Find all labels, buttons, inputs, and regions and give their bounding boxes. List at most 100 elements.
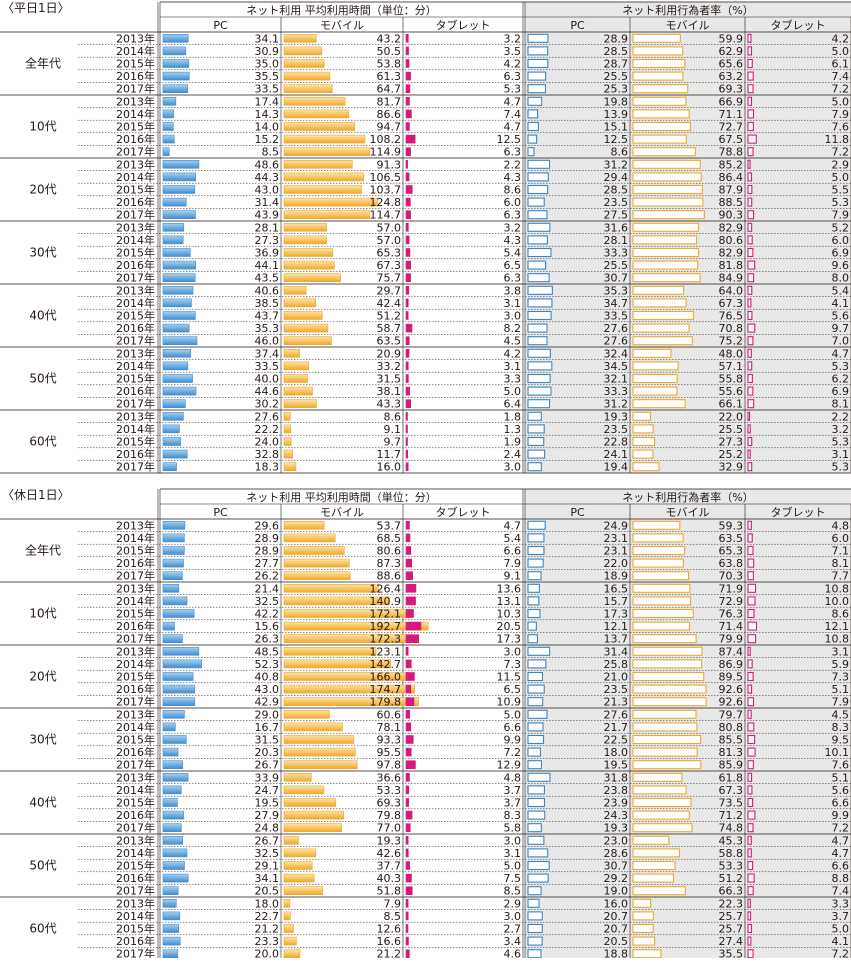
group-label: 30代 xyxy=(29,246,56,260)
year-label: 2013年 xyxy=(116,409,155,423)
value-label-tablet-time: 3.1 xyxy=(504,360,522,373)
value-label-pc-rate: 29.2 xyxy=(604,872,629,885)
year-label: 2015年 xyxy=(116,733,155,747)
bar-pc-rate xyxy=(527,399,551,409)
value-label-pc-time: 42.9 xyxy=(255,696,280,709)
value-label-pc-time: 29.6 xyxy=(255,519,280,532)
value-label-mobile-time: 91.3 xyxy=(377,158,402,171)
value-label-mobile-rate: 63.5 xyxy=(719,532,744,545)
bar-pc-time xyxy=(162,772,189,782)
bar-pc-rate xyxy=(527,184,549,195)
bar-tablet-time xyxy=(405,546,412,555)
bar-pc-rate xyxy=(527,583,540,593)
year-label: 2014年 xyxy=(116,846,155,860)
value-label-tablet-time: 3.4 xyxy=(504,935,522,948)
bar-mobile-time xyxy=(283,424,292,434)
bar-tablet-rate xyxy=(747,285,753,295)
bar-pc-time xyxy=(162,185,196,194)
value-label-mobile-time: 43.3 xyxy=(377,398,402,411)
value-label-pc-time: 33.5 xyxy=(255,83,280,96)
bar-pc-rate xyxy=(527,520,546,530)
bar-tablet-rate xyxy=(747,462,753,472)
bar-pc-rate xyxy=(527,697,544,707)
bar-pc-rate xyxy=(527,936,543,946)
bar-pc-rate xyxy=(527,436,545,447)
value-label-tablet-time: 6.3 xyxy=(504,70,522,83)
bar-mobile-time xyxy=(283,160,353,169)
year-label: 2014年 xyxy=(116,783,155,797)
bar-mobile-time xyxy=(283,571,351,581)
bar-pc-time xyxy=(162,861,185,870)
bar-pc-rate xyxy=(527,684,545,694)
year-label: 2014年 xyxy=(116,170,155,184)
bar-pc-time xyxy=(162,659,202,669)
bar-pc-time xyxy=(162,684,196,694)
bar-mobile-time xyxy=(283,810,344,820)
value-label-pc-rate: 35.3 xyxy=(604,284,629,297)
bar-pc-rate xyxy=(527,785,545,795)
bar-tablet-rate xyxy=(747,134,757,144)
bar-tablet-time xyxy=(405,936,409,946)
bar-tablet-rate xyxy=(747,348,752,358)
bar-mobile-rate xyxy=(632,197,704,207)
bar-pc-time xyxy=(162,374,193,383)
value-label-tablet-time: 13.6 xyxy=(497,582,522,595)
bar-mobile-rate xyxy=(632,210,705,220)
bar-tablet-rate xyxy=(747,936,752,946)
bar-tablet-time xyxy=(405,449,409,459)
bar-pc-time xyxy=(162,298,192,308)
value-label-tablet-time: 11.5 xyxy=(497,671,522,684)
value-label-tablet-time: 3.7 xyxy=(504,784,522,797)
bar-mobile-time xyxy=(283,722,343,732)
bar-mobile-time xyxy=(283,873,315,883)
bar-pc-rate xyxy=(527,659,547,669)
value-label-pc-rate: 21.7 xyxy=(604,721,629,734)
value-label-tablet-time: 3.1 xyxy=(504,297,522,310)
bar-mobile-time xyxy=(283,386,313,396)
value-label-tablet-rate: 6.9 xyxy=(832,247,850,260)
bar-mobile-rate xyxy=(632,411,651,421)
bar-pc-rate xyxy=(527,709,548,719)
value-label-pc-rate: 28.7 xyxy=(604,58,629,71)
bar-pc-rate xyxy=(527,348,551,358)
bar-mobile-time xyxy=(283,462,297,472)
value-label-mobile-time: 142.7 xyxy=(370,658,402,671)
bar-pc-rate xyxy=(527,134,538,144)
value-label-tablet-time: 6.6 xyxy=(504,721,522,734)
value-label-pc-rate: 34.5 xyxy=(604,360,629,373)
value-label-mobile-time: 174.7 xyxy=(370,683,402,696)
value-label-tablet-rate: 7.1 xyxy=(832,545,850,558)
bar-pc-rate xyxy=(527,260,547,270)
value-label-tablet-rate: 5.0 xyxy=(832,171,850,184)
value-label-pc-time: 42.2 xyxy=(255,608,280,621)
bar-tablet-time xyxy=(405,785,410,795)
bar-mobile-rate xyxy=(632,583,691,593)
bar-mobile-rate xyxy=(632,96,687,106)
year-label: 2017年 xyxy=(116,208,155,222)
value-label-mobile-time: 64.7 xyxy=(377,83,402,96)
value-label-pc-rate: 30.7 xyxy=(604,860,629,873)
bar-tablet-rate xyxy=(747,873,755,883)
year-label: 2017年 xyxy=(116,569,155,583)
value-label-mobile-rate: 27.3 xyxy=(719,436,744,449)
value-label-pc-rate: 22.0 xyxy=(604,557,629,570)
value-label-tablet-rate: 6.6 xyxy=(832,860,850,873)
value-label-tablet-rate: 7.3 xyxy=(832,671,850,684)
value-label-tablet-rate: 5.6 xyxy=(832,310,850,323)
bar-tablet-time xyxy=(405,71,411,81)
value-label-pc-time: 23.3 xyxy=(255,935,280,948)
value-label-mobile-rate: 72.7 xyxy=(719,121,744,134)
bar-tablet-time xyxy=(405,311,409,320)
value-label-mobile-time: 57.0 xyxy=(377,234,402,247)
value-label-tablet-rate: 7.4 xyxy=(832,70,850,83)
value-label-pc-rate: 27.6 xyxy=(604,335,629,348)
column-header-tablet-time: タブレット xyxy=(436,505,491,519)
value-label-pc-rate: 18.0 xyxy=(604,746,629,759)
bar-tablet-time xyxy=(405,571,413,581)
bar-mobile-time xyxy=(283,437,292,446)
bar-tablet-rate xyxy=(747,722,755,732)
bar-mobile-time xyxy=(283,33,317,43)
group-label: 全年代 xyxy=(25,543,61,558)
value-label-tablet-rate: 6.0 xyxy=(832,532,850,545)
value-label-mobile-time: 114.7 xyxy=(370,209,402,222)
